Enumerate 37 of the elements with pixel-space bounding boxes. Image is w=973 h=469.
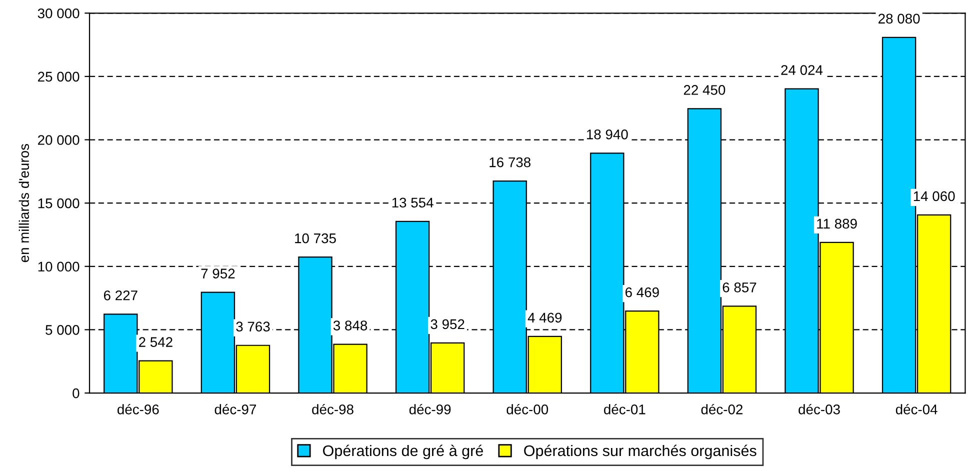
- y-tick-label: 30 000: [38, 8, 80, 18]
- x-tick-label: déc-00: [506, 404, 548, 414]
- data-label: 4 469: [528, 312, 562, 323]
- x-tick-label: déc-03: [798, 404, 840, 414]
- y-tick-label: 0: [72, 388, 80, 398]
- data-label: 3 952: [430, 319, 464, 330]
- x-tick-label: déc-99: [409, 404, 451, 414]
- data-label: 2 542: [139, 337, 172, 347]
- y-tick-label: 10 000: [38, 262, 80, 272]
- y-tick-label: 5 000: [46, 325, 80, 335]
- data-label: 13 554: [392, 198, 434, 208]
- y-axis-title: en milliards d'euros: [18, 144, 30, 262]
- data-label: 24 024: [781, 65, 823, 75]
- y-tick-label: 25 000: [38, 72, 80, 82]
- data-label: 6 469: [626, 287, 659, 298]
- x-tick-label: déc-97: [214, 404, 256, 414]
- data-label: 28 080: [878, 14, 920, 24]
- data-label: 7 952: [201, 268, 235, 278]
- data-label: 6 227: [104, 290, 138, 300]
- data-label: 10 735: [295, 233, 336, 244]
- y-tick-label: 15 000: [38, 198, 80, 208]
- data-label: 22 450: [684, 85, 726, 95]
- x-tick-label: déc-01: [604, 404, 646, 414]
- data-label: 14 060: [914, 191, 955, 202]
- x-tick-label: déc-02: [701, 404, 743, 414]
- data-label: 11 889: [817, 218, 857, 229]
- data-label: 18 940: [586, 129, 628, 140]
- legend-label: Opérations de gré à gré: [323, 444, 483, 460]
- data-label: 3 763: [236, 322, 270, 332]
- x-tick-label: déc-98: [312, 404, 354, 414]
- legend-label: Opérations sur marchés organisés: [524, 444, 756, 460]
- data-label: 3 848: [333, 320, 368, 330]
- y-tick-label: 20 000: [38, 135, 80, 145]
- data-label: 6 857: [722, 282, 756, 292]
- x-tick-label: déc-04: [896, 404, 938, 414]
- x-tick-label: déc-96: [118, 404, 159, 414]
- data-label: 16 738: [490, 157, 530, 168]
